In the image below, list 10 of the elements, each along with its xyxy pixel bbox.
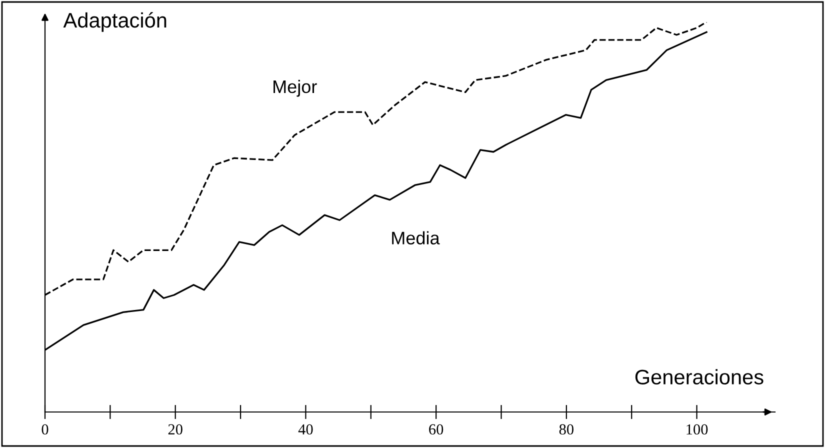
x-tick-label: 40 <box>298 424 313 435</box>
series-label: Mejor <box>274 80 317 97</box>
x-tick-label: 0 <box>42 424 48 435</box>
x-tick-label: 100 <box>686 424 708 435</box>
x-tick-label: 60 <box>429 424 444 435</box>
x-tick-label: 80 <box>559 424 574 435</box>
x-tick-label: 20 <box>168 424 182 435</box>
y-axis-title: Adaptación <box>63 12 166 32</box>
series-label: Media <box>392 231 440 244</box>
x-axis-title: Generaciones <box>635 369 764 384</box>
